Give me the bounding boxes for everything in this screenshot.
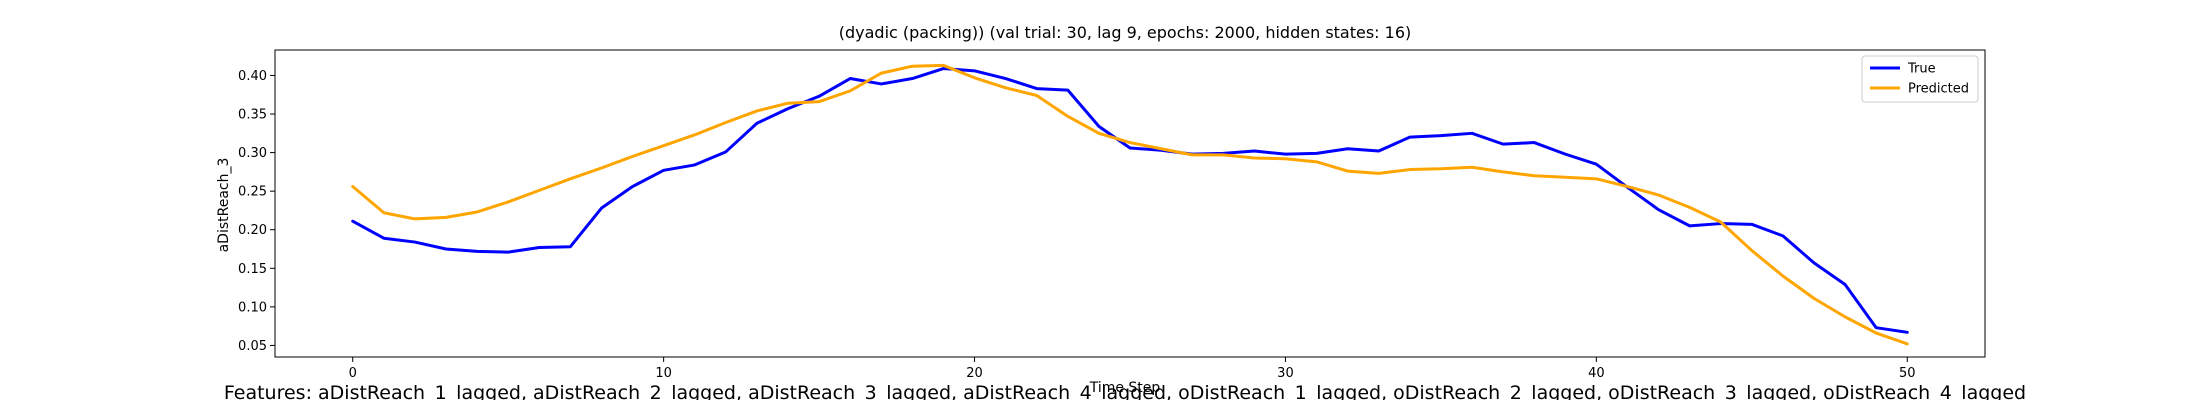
axes-frame xyxy=(274,49,1986,358)
y-tick-label: 0.10 xyxy=(238,300,267,315)
series-line-predicted xyxy=(351,63,1909,346)
x-tick-label: 0 xyxy=(349,366,357,381)
y-tick-label: 0.15 xyxy=(238,262,267,277)
y-tick-label: 0.30 xyxy=(238,146,267,161)
y-tick-label: 0.25 xyxy=(238,185,267,200)
series-line-true xyxy=(351,67,1909,334)
x-tick-label: 10 xyxy=(655,366,672,381)
y-tick-label: 0.35 xyxy=(238,108,267,123)
features-footer: Features: aDistReach_1_lagged, aDistReac… xyxy=(224,382,2026,400)
y-tick-label: 0.20 xyxy=(238,223,267,238)
legend-label-true: True xyxy=(1907,62,1936,77)
y-tick-label: 0.05 xyxy=(238,339,267,354)
legend-label-predicted: Predicted xyxy=(1908,82,1969,97)
x-tick-label: 20 xyxy=(966,366,983,381)
chart-title: (dyadic (packing)) (val trial: 30, lag 9… xyxy=(839,23,1412,42)
x-tick-label: 30 xyxy=(1277,366,1294,381)
x-axis-label: Time Step xyxy=(1089,380,1161,396)
x-tick-label: 40 xyxy=(1588,366,1605,381)
y-axis-label: aDistReach_3 xyxy=(216,158,232,253)
plot-area: 0 10 20 30 40 50 0.05 0.10 0.15 0.20 0.25 0.30 0.35 0… xyxy=(238,49,1986,381)
y-tick-label: 0.40 xyxy=(238,69,267,84)
x-tick-label: 50 xyxy=(1899,366,1916,381)
